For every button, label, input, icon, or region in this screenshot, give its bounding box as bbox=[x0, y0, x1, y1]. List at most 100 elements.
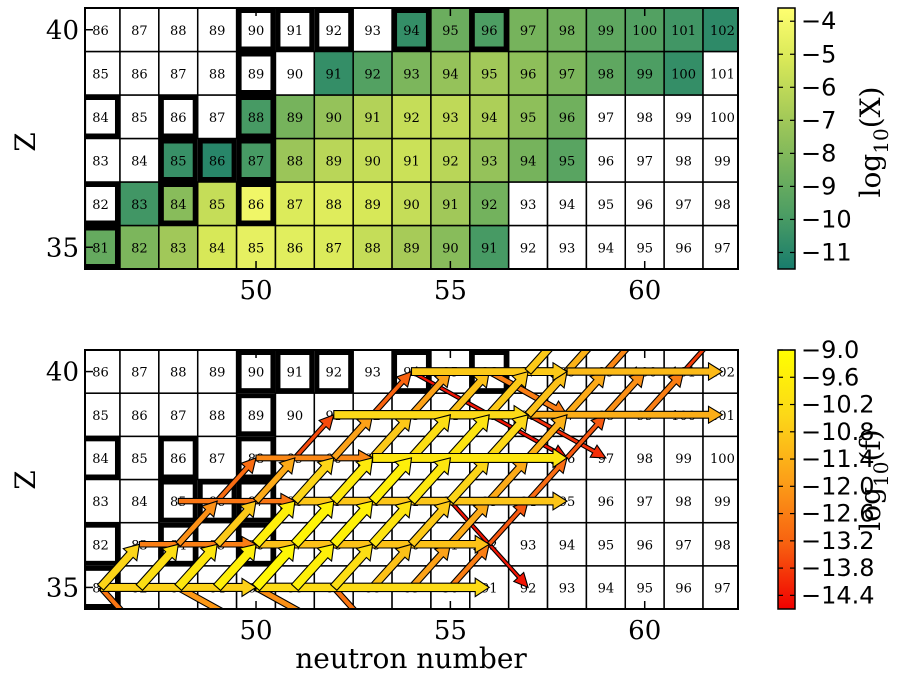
isotope-cell bbox=[352, 50, 393, 96]
isotope-cell bbox=[702, 565, 738, 609]
isotope-cell bbox=[236, 51, 276, 95]
isotope-cell bbox=[119, 181, 160, 227]
top-colorbar-label: log10(X) bbox=[854, 87, 893, 198]
flow-arrow bbox=[329, 543, 374, 592]
isotope-cell bbox=[702, 181, 738, 227]
colorbar-tick-label: −8 bbox=[801, 139, 836, 167]
mass-number-label: 99 bbox=[598, 24, 615, 39]
mass-number-label: 81 bbox=[92, 241, 109, 256]
mass-number-label: 94 bbox=[559, 198, 576, 213]
mass-number-label: 88 bbox=[170, 24, 187, 39]
mass-number-label: 94 bbox=[481, 111, 498, 126]
x-axis-label: neutron number bbox=[295, 642, 527, 675]
flow-arrow bbox=[410, 361, 569, 382]
mass-number-label: 92 bbox=[364, 67, 381, 82]
bottom-colorbar: −9.0−9.6−10.2−10.8−11.4−12.0−12.6−13.2−1… bbox=[777, 336, 893, 610]
isotope-cell bbox=[352, 224, 393, 269]
mass-number-label: 97 bbox=[636, 495, 653, 510]
mass-number-label: 91 bbox=[442, 198, 459, 213]
mass-number-label: 94 bbox=[520, 154, 537, 169]
isotope-cell bbox=[546, 50, 588, 96]
flow-arrow bbox=[252, 457, 296, 505]
flow-arrow bbox=[446, 414, 490, 462]
flow-arrow bbox=[290, 543, 335, 592]
isotope-cell bbox=[158, 350, 199, 394]
x-tick-label: 50 bbox=[239, 276, 272, 306]
isotope-cell bbox=[236, 182, 276, 226]
flow-arrow bbox=[368, 457, 413, 505]
flow-arrow bbox=[329, 500, 374, 549]
bottom-cell-grid: 8182838485868788899091929394959697828384… bbox=[85, 350, 738, 609]
isotope-cell bbox=[391, 181, 432, 227]
x-tick-label: 55 bbox=[434, 276, 467, 306]
isotope-cell bbox=[702, 8, 738, 53]
mass-number-label: 93 bbox=[520, 198, 537, 213]
isotope-cell bbox=[274, 94, 316, 140]
flow-arrow bbox=[251, 543, 296, 592]
mass-number-label: 96 bbox=[481, 24, 498, 39]
flow-arrow bbox=[485, 414, 529, 462]
flow-arrow bbox=[290, 500, 335, 549]
isotope-cell bbox=[196, 94, 238, 140]
mass-number-label: 97 bbox=[714, 581, 731, 596]
mass-number-label: 98 bbox=[636, 111, 653, 126]
mass-number-label: 85 bbox=[170, 154, 187, 169]
mass-number-label: 90 bbox=[248, 366, 265, 381]
mass-number-label: 97 bbox=[520, 24, 537, 39]
mass-number-label: 98 bbox=[675, 495, 692, 510]
mass-number-label: 91 bbox=[481, 241, 498, 256]
mass-number-label: 85 bbox=[92, 67, 109, 82]
bottom-colorbar-gradient bbox=[777, 349, 796, 610]
isotope-cell bbox=[275, 350, 315, 394]
mass-number-label: 94 bbox=[559, 538, 576, 553]
isotope-cell bbox=[85, 436, 120, 480]
mass-number-label: 83 bbox=[131, 198, 148, 213]
isotope-cell bbox=[391, 50, 432, 96]
isotope-cell bbox=[274, 224, 316, 269]
isotope-cell bbox=[430, 50, 471, 96]
colorbar-tick-label: −10.2 bbox=[801, 391, 875, 419]
mass-number-label: 87 bbox=[287, 198, 304, 213]
mass-number-label: 95 bbox=[598, 198, 615, 213]
y-tick-label: 40 bbox=[46, 358, 79, 388]
flow-arrow bbox=[369, 543, 413, 591]
isotope-cell bbox=[352, 94, 393, 140]
colorbar-tick-label: −7 bbox=[801, 106, 836, 134]
colorbar-tick-label: −11 bbox=[801, 238, 852, 266]
isotope-cell bbox=[196, 50, 238, 96]
mass-number-label: 93 bbox=[481, 154, 498, 169]
mass-number-label: 86 bbox=[170, 111, 187, 126]
colorbar-tick-label: −14.4 bbox=[801, 581, 875, 609]
isotope-cell bbox=[158, 224, 199, 269]
mass-number-label: 100 bbox=[710, 111, 735, 126]
mass-number-label: 99 bbox=[636, 67, 653, 82]
mass-number-label: 97 bbox=[675, 198, 692, 213]
mass-number-label: 82 bbox=[131, 241, 148, 256]
colorbar-tick-label: −10 bbox=[801, 205, 852, 233]
isotope-cell bbox=[158, 138, 198, 182]
isotope-cell bbox=[119, 94, 160, 140]
flow-arrow bbox=[212, 543, 257, 592]
mass-number-label: 90 bbox=[364, 154, 381, 169]
mass-number-label: 86 bbox=[209, 154, 226, 169]
mass-number-label: 98 bbox=[675, 154, 692, 169]
mass-number-label: 93 bbox=[559, 241, 576, 256]
mass-number-label: 97 bbox=[636, 154, 653, 169]
isotope-cell bbox=[469, 8, 509, 52]
isotope-cell bbox=[546, 224, 588, 269]
isotope-cell bbox=[158, 182, 198, 226]
isotope-cell bbox=[663, 521, 704, 567]
mass-number-label: 98 bbox=[636, 452, 653, 467]
mass-number-label: 85 bbox=[131, 111, 148, 126]
bottom-colorbar-ticks: −9.0−9.6−10.2−10.8−11.4−12.0−12.6−13.2−1… bbox=[778, 336, 875, 609]
mass-number-label: 89 bbox=[209, 24, 226, 39]
flow-arrow bbox=[292, 413, 335, 461]
mass-number-label: 91 bbox=[325, 67, 342, 82]
isotope-cell bbox=[85, 95, 120, 139]
isotope-cell bbox=[197, 138, 237, 182]
isotope-cell bbox=[119, 50, 160, 96]
flow-arrow bbox=[135, 543, 179, 592]
mass-number-label: 94 bbox=[442, 67, 459, 82]
mass-number-label: 83 bbox=[92, 154, 109, 169]
mass-number-label: 100 bbox=[632, 24, 657, 39]
